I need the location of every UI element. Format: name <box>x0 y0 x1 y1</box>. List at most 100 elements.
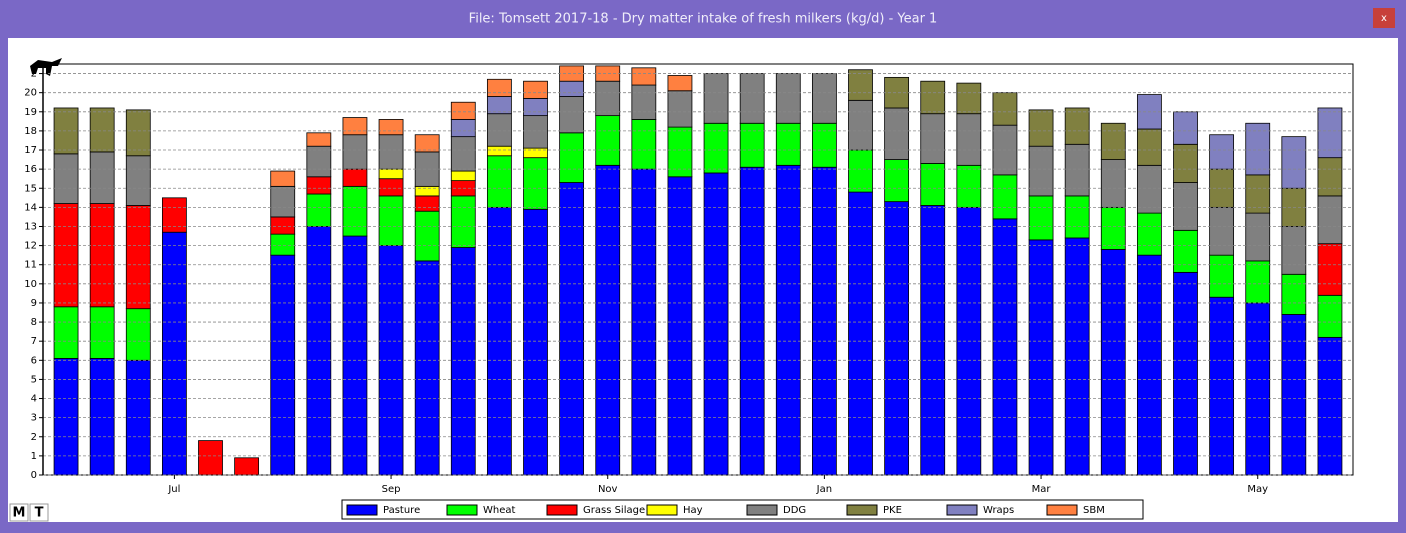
bar-segment <box>270 233 296 256</box>
bar-segment <box>667 126 693 178</box>
y-tick-label: 13 <box>24 221 37 232</box>
bar-segment <box>450 195 476 248</box>
y-tick-label: 9 <box>31 298 37 309</box>
bar-segment <box>125 308 151 361</box>
legend <box>341 499 1144 520</box>
bar-segment <box>1136 254 1162 475</box>
bar-segment <box>559 96 585 134</box>
bar-segment <box>1173 229 1198 273</box>
bar-segment <box>1173 111 1198 145</box>
y-tick-label: 15 <box>24 183 37 194</box>
bar-segment <box>595 164 621 475</box>
bar-segment <box>378 168 404 180</box>
bar-segment <box>125 109 151 157</box>
bar-segment <box>811 122 837 168</box>
legend-swatch <box>646 504 678 516</box>
bar-segment <box>956 164 982 208</box>
bar-segment <box>595 80 621 117</box>
bar-segment <box>1064 237 1090 475</box>
bar-segment <box>1317 243 1343 296</box>
bar-segment <box>378 134 404 170</box>
bar-segment <box>992 92 1018 126</box>
bar-segment <box>306 145 332 178</box>
bar-segment <box>342 168 368 187</box>
t-label[interactable]: T <box>35 506 44 521</box>
bar-segment <box>1209 254 1235 298</box>
bar-segment <box>811 73 837 124</box>
y-tick-label: 2 <box>31 432 37 443</box>
m-button[interactable] <box>9 503 29 522</box>
y-tick-label: 0 <box>31 470 37 481</box>
bar-segment <box>523 147 548 159</box>
bar-segment <box>1064 143 1090 197</box>
y-tick-label: 1 <box>31 451 37 462</box>
bar-segment <box>920 163 946 206</box>
t-button[interactable] <box>29 503 49 522</box>
bar-segment <box>234 457 260 475</box>
bar-segment <box>1173 271 1198 475</box>
bar-segment <box>1281 136 1307 189</box>
bar-segment <box>414 134 440 153</box>
bar-segment <box>956 82 982 115</box>
legend-label: DDG <box>783 505 806 516</box>
bar-segment <box>595 115 621 166</box>
bar-segment <box>1136 128 1162 166</box>
bar-segment <box>667 75 693 92</box>
legend-swatch <box>746 504 778 516</box>
y-tick-label: 2 <box>31 69 37 80</box>
m-label[interactable]: M <box>13 506 26 521</box>
bar-segment <box>450 101 476 120</box>
bar-segment <box>992 174 1018 220</box>
bar-segment <box>884 201 910 475</box>
bar-segment <box>1317 107 1343 159</box>
bar-segment <box>1028 109 1054 147</box>
bar-segment <box>270 185 296 218</box>
bar-segment <box>848 149 873 193</box>
bar-segment <box>342 134 368 170</box>
y-tick-label: 20 <box>24 88 37 99</box>
x-tick-label: Nov <box>598 484 618 495</box>
y-tick-label: 14 <box>24 202 37 213</box>
bar-segment <box>523 157 548 210</box>
bar-segment <box>1028 239 1054 475</box>
bar-segment <box>1245 260 1271 304</box>
y-tick-label: 16 <box>24 164 37 175</box>
legend-swatch <box>846 504 878 516</box>
bar-segment <box>739 73 765 124</box>
bar-segment <box>486 78 512 97</box>
legend-label: Pasture <box>383 505 420 516</box>
bar-segment <box>1100 249 1126 475</box>
bar-segment <box>631 84 657 120</box>
bar-segment <box>920 113 946 164</box>
bar-segment <box>1245 174 1271 214</box>
bar-segment <box>486 155 512 208</box>
bar-segment <box>703 122 729 174</box>
bar-segment <box>631 119 657 170</box>
bar-segment <box>270 170 296 187</box>
legend-label: Hay <box>683 505 703 516</box>
close-button[interactable] <box>1373 8 1395 28</box>
bar-segment <box>920 205 946 475</box>
bar-segment <box>1064 107 1090 145</box>
bar-segment <box>161 231 187 475</box>
close-label[interactable]: x <box>1381 13 1387 24</box>
bar-segment <box>270 254 296 475</box>
bar-segment <box>631 67 657 86</box>
y-tick-label: 7 <box>31 336 37 347</box>
y-tick-label: 8 <box>31 317 37 328</box>
legend-swatch <box>446 504 478 516</box>
bar-segment <box>559 80 585 97</box>
bar-segment <box>523 115 548 149</box>
legend-swatch <box>346 504 378 516</box>
bar-segment <box>1209 206 1235 256</box>
y-tick-label: 10 <box>24 279 37 290</box>
legend-label: Wheat <box>483 505 516 516</box>
bar-segment <box>450 170 476 182</box>
bar-segment <box>1209 134 1235 170</box>
cow-icon <box>30 58 62 76</box>
bar-segment <box>739 122 765 168</box>
bar-segment <box>450 247 476 475</box>
bar-segment <box>342 117 368 136</box>
bar-segment <box>89 107 115 153</box>
legend-label: Wraps <box>983 505 1014 516</box>
